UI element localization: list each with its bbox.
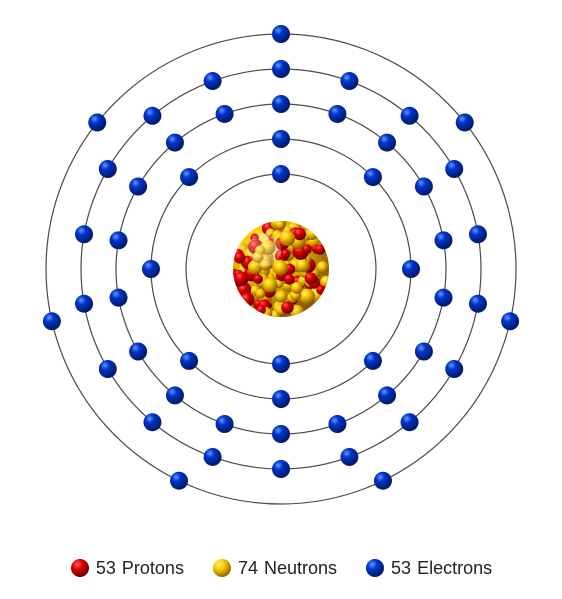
electron (99, 360, 117, 378)
electron (364, 168, 382, 186)
electron (456, 113, 474, 131)
electron (501, 312, 519, 330)
electron (272, 460, 290, 478)
electron (170, 472, 188, 490)
proton-label: Protons (122, 558, 184, 579)
electron (364, 352, 382, 370)
electron (328, 415, 346, 433)
electron (143, 107, 161, 125)
electron (434, 231, 452, 249)
electron (166, 134, 184, 152)
electron (129, 178, 147, 196)
electron (129, 343, 147, 361)
electron (142, 260, 160, 278)
electron (143, 413, 161, 431)
electron (340, 72, 358, 90)
electron (75, 225, 93, 243)
electron (328, 105, 346, 123)
electron (272, 60, 290, 78)
legend-item-electrons: 53 Electrons (365, 558, 492, 579)
neutron-label: Neutrons (264, 558, 337, 579)
electron (99, 160, 117, 178)
neutron-count: 74 (238, 558, 258, 579)
electron (378, 134, 396, 152)
legend: 53 Protons 74 Neutrons 53 Electrons (0, 538, 562, 598)
electron-label: Electrons (417, 558, 492, 579)
electron (272, 390, 290, 408)
proton-icon (70, 558, 90, 578)
electron-count: 53 (391, 558, 411, 579)
proton-count: 53 (96, 558, 116, 579)
electron (166, 386, 184, 404)
neutron-icon (212, 558, 232, 578)
electron (401, 107, 419, 125)
electron (204, 448, 222, 466)
atom-svg (0, 0, 562, 538)
electron (216, 105, 234, 123)
electron (43, 312, 61, 330)
electron (415, 178, 433, 196)
electron (469, 295, 487, 313)
electron (180, 352, 198, 370)
legend-item-protons: 53 Protons (70, 558, 184, 579)
atom-diagram (0, 0, 562, 538)
electron (272, 425, 290, 443)
electron (415, 343, 433, 361)
electron (216, 415, 234, 433)
electron-icon (365, 558, 385, 578)
electron (272, 130, 290, 148)
electron (204, 72, 222, 90)
electron (378, 386, 396, 404)
electron (75, 295, 93, 313)
electron (434, 289, 452, 307)
electron (272, 25, 290, 43)
legend-item-neutrons: 74 Neutrons (212, 558, 337, 579)
electron (445, 360, 463, 378)
electron (374, 472, 392, 490)
electron (88, 113, 106, 131)
electron (401, 413, 419, 431)
electron (340, 448, 358, 466)
electron (180, 168, 198, 186)
electron (110, 231, 128, 249)
electron (402, 260, 420, 278)
electron (272, 95, 290, 113)
electron (272, 165, 290, 183)
electron (272, 355, 290, 373)
electron (445, 160, 463, 178)
electron (469, 225, 487, 243)
nucleus (230, 214, 333, 320)
electron (110, 289, 128, 307)
